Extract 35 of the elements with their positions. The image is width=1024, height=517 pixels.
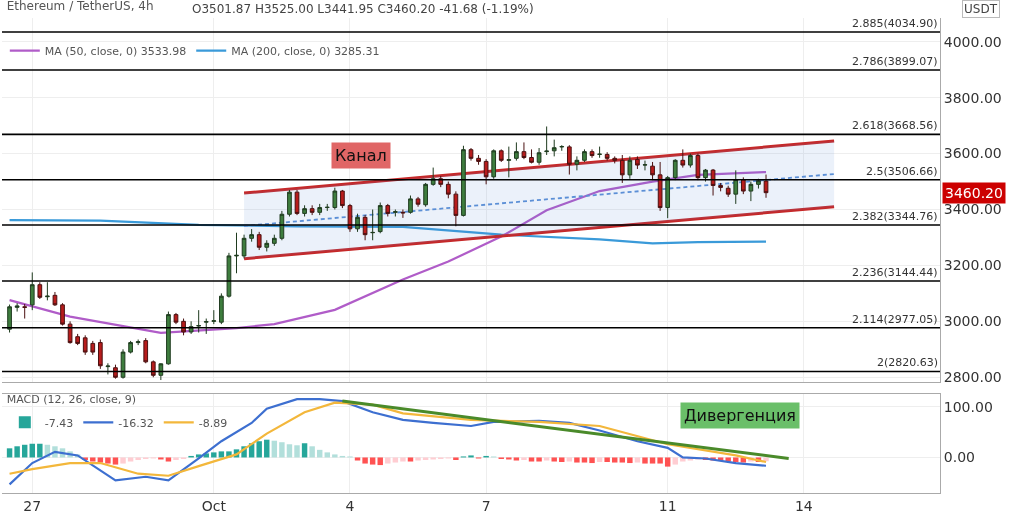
y-tick-label: 100.00 [943, 398, 993, 415]
x-tick-label: 27 [23, 497, 42, 514]
ref-line-label: 2.382(3344.76) [852, 210, 938, 223]
y-axis-title: USDT [964, 2, 998, 16]
y-tick-label: 2800.00 [943, 369, 1002, 386]
annotation: Дивергенция [684, 406, 796, 425]
y-tick-label: 3800.00 [943, 89, 1002, 106]
chart-title: MACD (12, 26, close, 9) [6, 393, 137, 407]
text: O3501.87 H3525.00 L3441.95 C3460.20 -41.68 (-1.19%) [192, 2, 534, 16]
x-tick-label: 11 [658, 497, 677, 514]
ref-line-label: 2(2820.63) [877, 356, 939, 369]
x-tick-label: 7 [481, 497, 491, 514]
y-tick-label: 4000.00 [943, 33, 1002, 50]
x-tick-label: Oct [201, 497, 227, 514]
chart-title: Ethereum / TetherUS, 4h [6, 0, 154, 14]
y-tick-label: 3400.00 [943, 201, 1002, 218]
ref-line-label: 2.618(3668.56) [852, 119, 938, 132]
ref-line-label: 2.236(3144.44) [852, 266, 938, 279]
legend-label: -16.32 [118, 416, 154, 430]
y-tick-label: 3200.00 [943, 257, 1002, 274]
legend-label: -7.43 [44, 416, 74, 430]
legend-label: MA (50, close, 0) 3533.98 [44, 44, 187, 58]
ref-line-label: 2.885(4034.90) [852, 17, 938, 30]
y-tick-label: 3000.00 [943, 313, 1002, 330]
ref-line-label: 2.114(2977.05) [852, 313, 938, 326]
text: 3460.20 [945, 185, 1003, 201]
legend-label: MA (200, close, 0) 3285.31 [231, 44, 380, 58]
y-tick-label: 0.00 [943, 449, 975, 466]
y-tick-label: 3600.00 [943, 145, 1002, 162]
ref-line-label: 2.786(3899.07) [852, 55, 938, 68]
x-tick-label: 4 [345, 497, 355, 514]
ref-line-label: 2.5(3506.66) [866, 165, 938, 178]
legend-label: -8.89 [198, 416, 228, 430]
annotation: Канал [335, 146, 387, 165]
x-tick-label: 14 [794, 497, 813, 514]
